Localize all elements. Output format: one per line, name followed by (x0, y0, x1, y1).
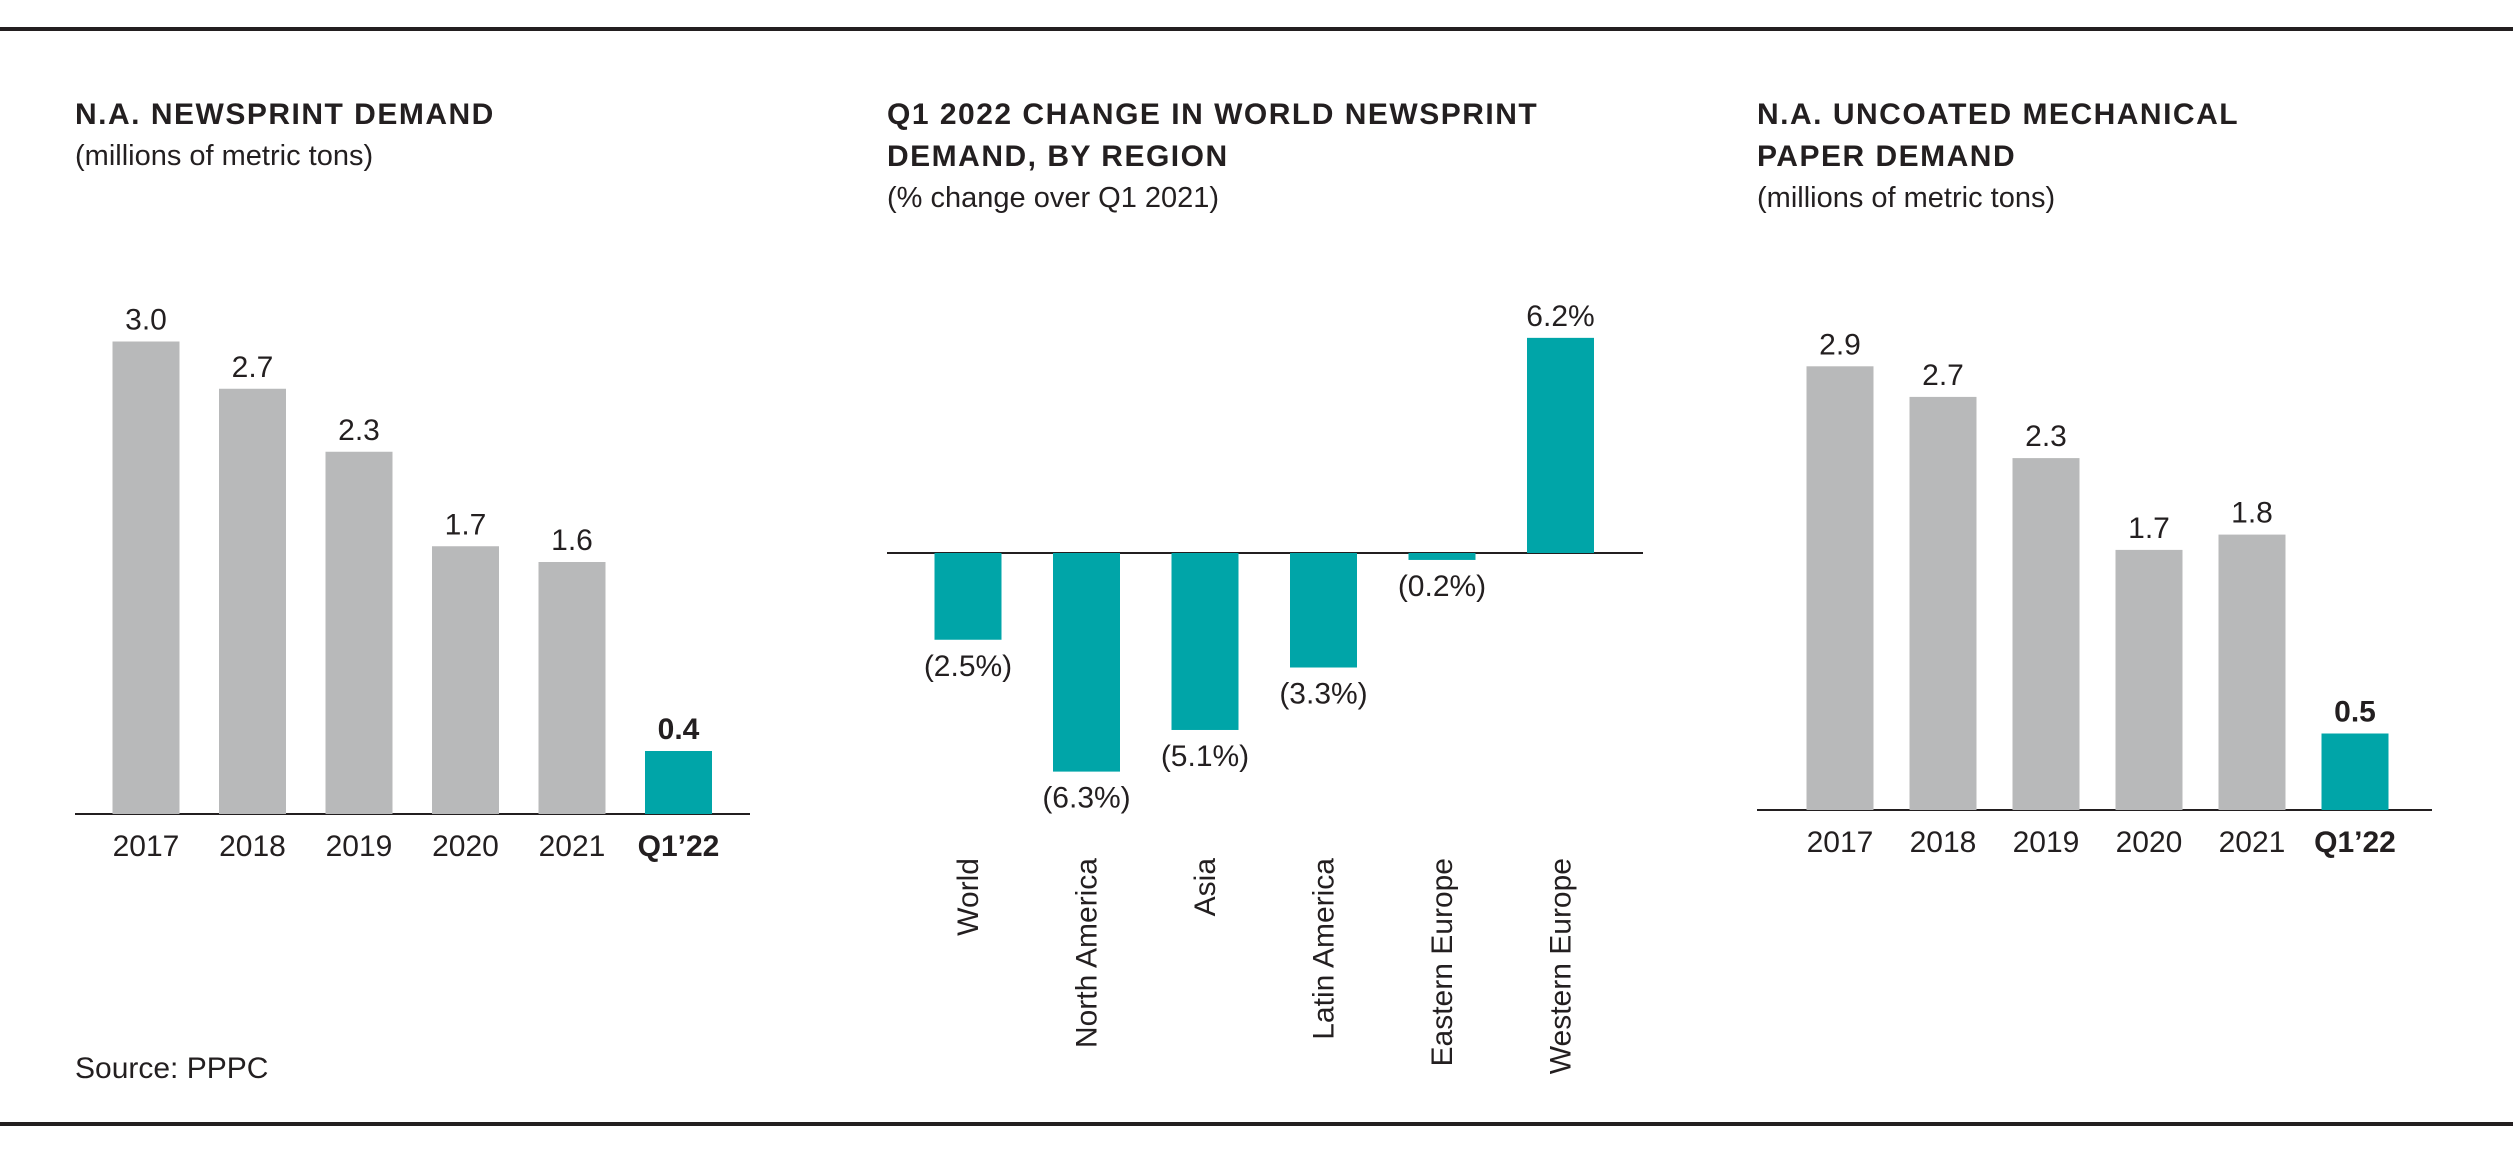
chart2-tick-label: Asia (1189, 858, 1222, 917)
chart2-bar (934, 553, 1002, 640)
chart2-bar (1408, 553, 1476, 560)
chart2-tick-label: Latin America (1308, 858, 1341, 1040)
chart1-bar (432, 546, 499, 814)
chart2-tick-label: Western Europe (1545, 858, 1578, 1074)
chart1-tick-label: 2017 (113, 830, 180, 863)
chart1-tick-label: 2019 (326, 830, 393, 863)
chart3-tick-label: 2019 (2013, 826, 2080, 859)
chart2-tick-label: North America (1071, 858, 1104, 1048)
chart3-bar (2012, 458, 2080, 810)
chart3-tick-label: Q1’22 (2314, 826, 2396, 859)
chart1-value-label: 2.3 (338, 414, 380, 447)
chart2-value-label: (6.3%) (1042, 782, 1130, 815)
chart2-tick-label: Eastern Europe (1426, 858, 1459, 1066)
chart3-bar (1806, 366, 1874, 810)
chart1-value-label: 3.0 (125, 304, 167, 337)
chart2-bar (1527, 337, 1594, 553)
chart2-value-label: 6.2% (1526, 300, 1594, 333)
bottom-rule (0, 1122, 2513, 1126)
chart3-subtitle: (millions of metric tons) (1757, 182, 2056, 214)
chart1-bar (538, 562, 606, 814)
chart3-value-label: 2.7 (1922, 359, 1964, 392)
chart1-bar (325, 451, 393, 814)
chart3-bar (2321, 733, 2389, 810)
chart1-value-label: 2.7 (232, 351, 274, 384)
chart3-tick-label: 2021 (2219, 826, 2286, 859)
chart1-tick-label: 2021 (539, 830, 606, 863)
chart1-value-label: 1.6 (551, 524, 593, 557)
chart1-bar (112, 341, 180, 814)
chart3-tick-label: 2018 (1910, 826, 1977, 859)
chart1-tick-label: Q1’22 (638, 830, 720, 863)
chart2-subtitle: (% change over Q1 2021) (887, 182, 1220, 214)
chart1-value-label: 0.4 (658, 713, 700, 746)
chart3-tick-label: 2017 (1807, 826, 1874, 859)
chart2-bar (1290, 553, 1357, 668)
chart3-bar (1909, 396, 1977, 810)
chart1-tick-label: 2020 (432, 830, 499, 863)
chart3-value-label: 1.8 (2231, 497, 2273, 530)
source-note: Source: PPPC (75, 1052, 269, 1085)
chart3-value-label: 1.7 (2128, 512, 2170, 545)
chart2-value-label: (2.5%) (924, 650, 1012, 683)
chart2-bar (1053, 553, 1120, 772)
chart2-title: Q1 2022 CHANGE IN WORLD NEWSPRINT DEMAND… (887, 98, 1539, 173)
chart2-value-label: (5.1%) (1161, 740, 1249, 773)
chart3-title: N.A. UNCOATED MECHANICAL PAPER DEMAND (1757, 98, 2240, 173)
chart1-tick-label: 2018 (219, 830, 286, 863)
chart3-value-label: 2.3 (2025, 420, 2067, 453)
chart1-subtitle: (millions of metric tons) (75, 140, 374, 172)
chart1-bar (219, 388, 286, 814)
chart1-value-label: 1.7 (445, 508, 487, 541)
chart2-tick-label: World (952, 858, 985, 936)
chart1-bar (645, 751, 712, 814)
chart3-value-label: 0.5 (2334, 696, 2376, 729)
chart2-bar (1171, 553, 1239, 730)
chart3-bar (2115, 549, 2183, 810)
chart3-value-label: 2.9 (1819, 328, 1861, 361)
chart3-tick-label: 2020 (2116, 826, 2183, 859)
chart1-title: N.A. NEWSPRINT DEMAND (75, 98, 495, 131)
top-rule (0, 27, 2513, 31)
chart2-value-label: (0.2%) (1398, 570, 1486, 603)
chart3-bar (2218, 534, 2286, 810)
chart2-value-label: (3.3%) (1279, 678, 1367, 711)
